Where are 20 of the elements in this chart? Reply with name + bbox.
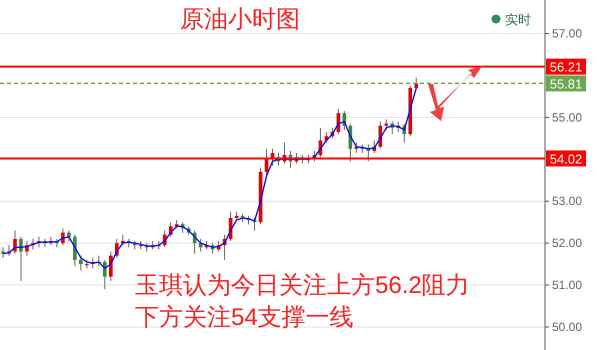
annotation: 玉琪认为今日关注上方56.2阻力 (135, 272, 470, 299)
ref-line-label: 55.81 (550, 76, 582, 92)
candlestick (1, 246, 5, 258)
candlestick (264, 148, 268, 177)
y-tick-label: 53.00 (552, 194, 582, 208)
candlestick (19, 236, 23, 282)
y-tick-label: 55.00 (552, 110, 582, 124)
annotation: 实时 (505, 12, 531, 27)
y-tick-label: 57.00 (552, 26, 582, 41)
ref-line-label: 56.21 (550, 60, 582, 75)
candlestick (79, 255, 83, 271)
annotation: 下方关注54支撑一线 (135, 304, 354, 331)
candlestick (67, 230, 71, 242)
chart-title: 原油小时图 (180, 6, 300, 33)
ref-line-label: 54.02 (550, 151, 582, 166)
candlestick (384, 118, 388, 130)
candlestick (13, 230, 17, 254)
y-tick-label: 50.00 (552, 320, 582, 334)
y-tick-label: 52.00 (552, 236, 582, 250)
y-tick-label: 51.00 (552, 278, 582, 292)
